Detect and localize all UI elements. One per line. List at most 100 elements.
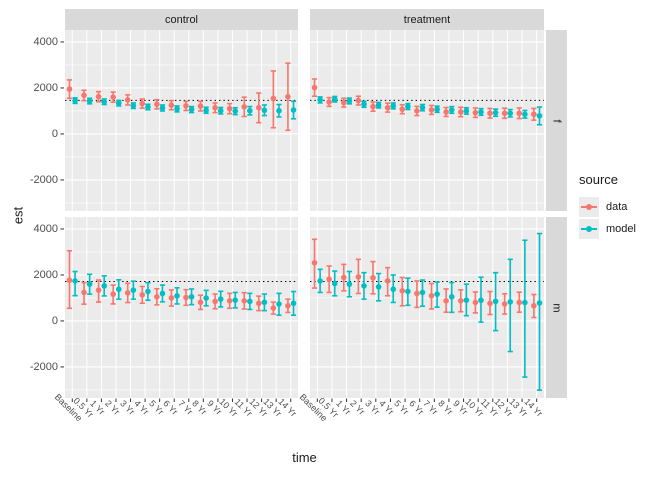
facet-strip-treatment-label: treatment [403,13,451,26]
point-data [311,84,318,91]
legend-item-data: data [579,197,636,217]
panel-data-control-m [66,250,297,317]
series-model [72,97,297,120]
point-data [487,300,493,307]
point-data [124,97,131,103]
series-data [311,238,537,319]
panel-data-control-f [66,62,297,132]
y-tick-label: -2000 [29,173,58,186]
y-tick-label: 4000 [33,222,58,235]
point-model [115,286,122,293]
point-model [419,104,426,111]
point-data [124,290,131,296]
facet-strip-control: control [65,9,298,30]
point-data [516,110,523,117]
point-data [226,105,233,112]
point-data [241,298,248,304]
series-data [66,62,291,132]
point-data [255,300,262,307]
point-model [492,298,499,305]
point-data [399,288,406,294]
point-model [130,102,137,109]
point-data [472,299,479,306]
x-axis-title: time [292,450,317,465]
point-model [261,107,268,114]
point-model [463,297,470,303]
point-data [168,295,175,301]
point-data [212,104,218,111]
series-model [72,270,297,317]
point-data [311,259,318,266]
panel-control-m [65,217,298,398]
point-data [340,99,347,106]
y-tick-label: 0 [51,127,58,140]
point-data [516,299,523,306]
point-model [72,278,78,284]
panel-data-treatment-m [311,232,543,391]
point-model [188,106,195,113]
point-model [203,295,209,301]
facet-strip-f: f [546,30,567,211]
point-data [414,108,420,114]
point-data [81,92,87,99]
point-model [507,110,514,117]
point-model [507,299,514,305]
point-data [384,104,391,111]
point-model [232,108,239,114]
point-model [331,280,338,287]
point-model [188,294,195,300]
point-data [66,86,73,92]
point-data [285,302,291,309]
point-model [145,288,151,295]
point-data [139,292,146,298]
point-model [232,297,239,303]
point-data [212,298,218,305]
point-data [168,102,175,109]
y-tick-label: 0 [51,314,58,327]
point-data [255,104,262,111]
point-model [159,105,166,111]
point-data [226,298,233,304]
point-model [203,107,209,114]
point-data [457,298,464,304]
point-data [326,276,332,283]
point-data [95,93,102,100]
panel-data-treatment-f [311,78,543,126]
point-data [370,103,376,110]
point-model [390,286,397,293]
point-data [384,278,391,284]
point-model [276,107,282,114]
point-model [390,103,397,109]
point-model [375,284,382,290]
legend-key-data-icon [579,197,599,217]
point-data [355,274,362,280]
point-data [270,95,277,102]
point-data [270,305,277,311]
point-model [290,300,297,307]
point-model [448,294,455,300]
point-model [86,98,93,104]
point-model [317,278,323,284]
point-data [501,301,508,307]
point-model [217,107,224,114]
point-model [434,106,440,113]
point-model [130,287,137,293]
series-model [317,232,543,391]
point-model [290,107,297,113]
legend-key-model-icon [579,219,599,239]
point-model [478,109,484,115]
point-model [101,283,108,289]
legend-label-model: model [606,223,636,235]
point-data [326,99,332,105]
point-data [241,104,248,110]
point-model [536,300,543,306]
panel-treatment-f [310,30,544,211]
point-data [95,287,102,293]
y-tick-label: 2000 [33,81,58,94]
point-model [448,107,455,113]
point-model [101,98,108,105]
point-model [261,299,268,306]
point-data [66,277,73,284]
point-data [197,299,204,306]
